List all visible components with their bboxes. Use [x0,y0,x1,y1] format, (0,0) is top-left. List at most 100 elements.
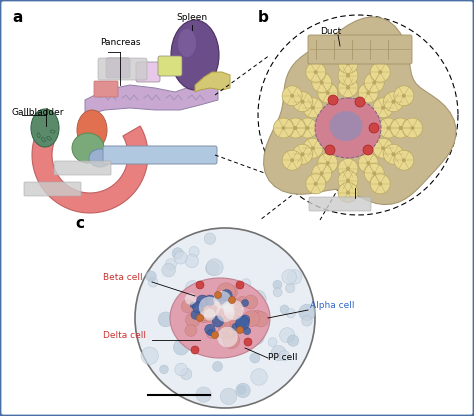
Circle shape [185,313,200,327]
Circle shape [299,304,316,321]
Circle shape [251,369,267,385]
Circle shape [306,62,326,82]
Circle shape [363,145,373,155]
FancyBboxPatch shape [136,62,160,82]
Circle shape [372,81,376,84]
Text: PP cell: PP cell [268,353,298,362]
Circle shape [205,324,215,335]
Circle shape [286,309,295,318]
Circle shape [372,171,376,176]
Circle shape [306,126,310,130]
Circle shape [378,70,382,74]
Circle shape [190,302,196,308]
Circle shape [392,152,395,156]
Circle shape [204,233,216,244]
Circle shape [318,153,338,173]
Circle shape [346,178,350,183]
Circle shape [196,295,209,307]
Circle shape [243,327,251,335]
Circle shape [180,368,192,380]
Circle shape [358,153,378,173]
Circle shape [311,146,315,150]
Circle shape [219,318,235,334]
Circle shape [280,328,295,343]
Circle shape [402,118,422,138]
Circle shape [370,174,390,194]
Circle shape [381,106,385,110]
Circle shape [280,305,289,314]
Circle shape [195,305,211,321]
Circle shape [370,62,390,82]
Circle shape [402,158,406,162]
Ellipse shape [329,111,363,141]
Circle shape [303,98,323,118]
Circle shape [314,182,318,186]
Circle shape [165,259,176,270]
Circle shape [212,362,222,371]
Circle shape [189,247,199,257]
Ellipse shape [315,98,381,158]
Text: b: b [258,10,269,25]
Circle shape [366,161,370,165]
FancyBboxPatch shape [309,197,371,211]
Circle shape [298,118,318,138]
Circle shape [338,158,358,178]
Circle shape [293,126,298,130]
Circle shape [174,251,187,264]
Circle shape [402,94,406,98]
Ellipse shape [171,20,219,90]
Text: Pancreas: Pancreas [100,38,140,47]
Circle shape [196,281,204,289]
Circle shape [410,126,414,130]
Circle shape [235,310,244,318]
FancyBboxPatch shape [308,35,412,64]
Circle shape [205,295,215,305]
Circle shape [196,387,211,402]
Circle shape [225,297,234,305]
Ellipse shape [170,278,270,358]
Circle shape [197,314,203,322]
Circle shape [248,329,264,345]
Circle shape [355,97,365,107]
Circle shape [208,330,214,336]
Circle shape [346,166,350,171]
Circle shape [213,291,231,309]
Circle shape [282,86,302,106]
Circle shape [303,138,323,158]
Circle shape [238,320,248,330]
Circle shape [160,365,168,374]
Circle shape [250,310,265,326]
Circle shape [282,270,296,284]
Circle shape [237,344,245,352]
Ellipse shape [89,149,111,167]
Circle shape [311,106,315,110]
Circle shape [218,325,231,339]
Circle shape [358,83,378,103]
Circle shape [290,94,294,98]
Text: Duct: Duct [320,27,341,36]
Circle shape [392,100,395,104]
Circle shape [243,319,252,329]
Circle shape [237,385,246,394]
Circle shape [175,363,188,376]
Text: a: a [12,10,22,25]
Circle shape [223,332,240,349]
Circle shape [268,338,277,347]
Circle shape [282,126,285,130]
Circle shape [292,92,312,112]
Circle shape [282,150,302,170]
Circle shape [211,332,219,339]
Circle shape [338,171,358,191]
Circle shape [192,302,204,313]
Circle shape [301,100,304,104]
Circle shape [206,328,217,338]
Circle shape [232,323,239,331]
Circle shape [237,327,244,334]
Text: c: c [75,216,84,231]
FancyBboxPatch shape [54,161,111,175]
Circle shape [346,86,350,89]
Circle shape [240,315,250,324]
Circle shape [223,326,235,338]
Circle shape [237,304,246,313]
Circle shape [228,297,236,304]
